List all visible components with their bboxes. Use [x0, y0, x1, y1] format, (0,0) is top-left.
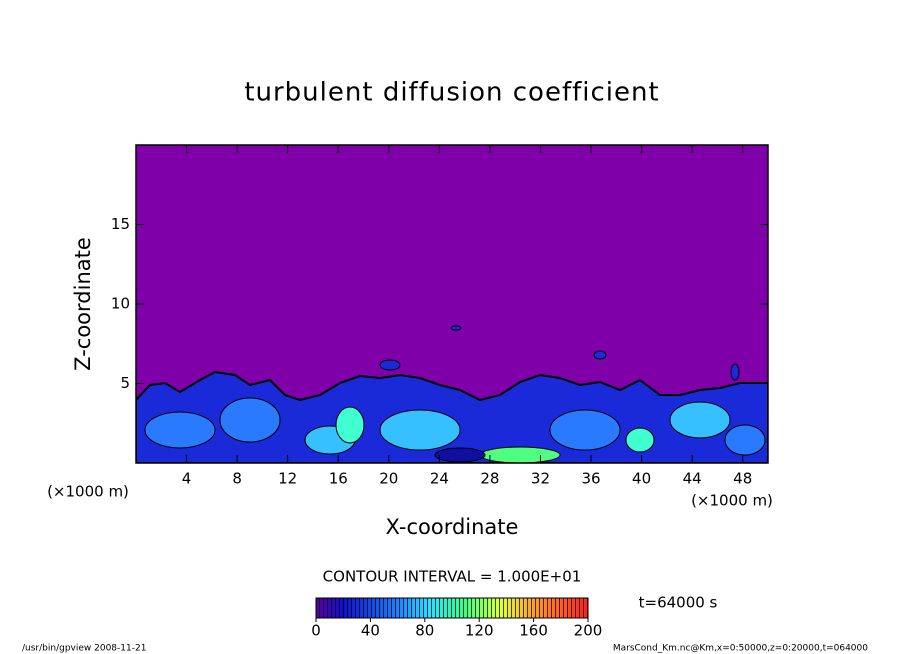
colorbar-tick-label: 160: [519, 622, 548, 640]
x-tick-label: 44: [683, 470, 702, 488]
chart-title: turbulent diffusion coefficient: [244, 78, 659, 108]
colorbar-tick-label: 0: [311, 622, 321, 640]
x-tick-label: 36: [581, 470, 600, 488]
x-tick-label: 48: [733, 470, 752, 488]
colorbar-tick-label: 80: [415, 622, 434, 640]
contour-interval: CONTOUR INTERVAL = 1.000E+01: [323, 568, 582, 586]
y-axis-label: Z-coordinate: [71, 237, 95, 371]
y-tick-label: 5: [120, 374, 130, 392]
x-tick-label: 40: [632, 470, 651, 488]
time-label: t=64000 s: [639, 594, 718, 612]
colorbar-tick-label: 40: [361, 622, 380, 640]
x-tick-label: 28: [480, 470, 499, 488]
x-tick-label: 12: [278, 470, 297, 488]
y-unit: (×1000 m): [47, 483, 129, 501]
x-tick-label: 24: [430, 470, 449, 488]
contour-field: [136, 145, 768, 463]
x-unit: (×1000 m): [691, 492, 773, 510]
footer-right: MarsCond_Km.nc@Km,x=0:50000,z=0:20000,t=…: [613, 644, 868, 654]
x-tick-label: 32: [531, 470, 550, 488]
x-axis-label: X-coordinate: [386, 515, 519, 539]
colorbar-tick-label: 200: [574, 622, 603, 640]
y-tick-label: 15: [111, 215, 130, 233]
x-tick-label: 8: [232, 470, 242, 488]
colorbar-frame: [315, 597, 589, 619]
y-tick-label: 10: [111, 295, 130, 313]
x-tick-label: 20: [379, 470, 398, 488]
colorbar-tick-label: 120: [465, 622, 494, 640]
footer-left: /usr/bin/gpview 2008-11-21: [22, 644, 146, 654]
x-tick-label: 16: [329, 470, 348, 488]
x-tick-label: 4: [182, 470, 192, 488]
